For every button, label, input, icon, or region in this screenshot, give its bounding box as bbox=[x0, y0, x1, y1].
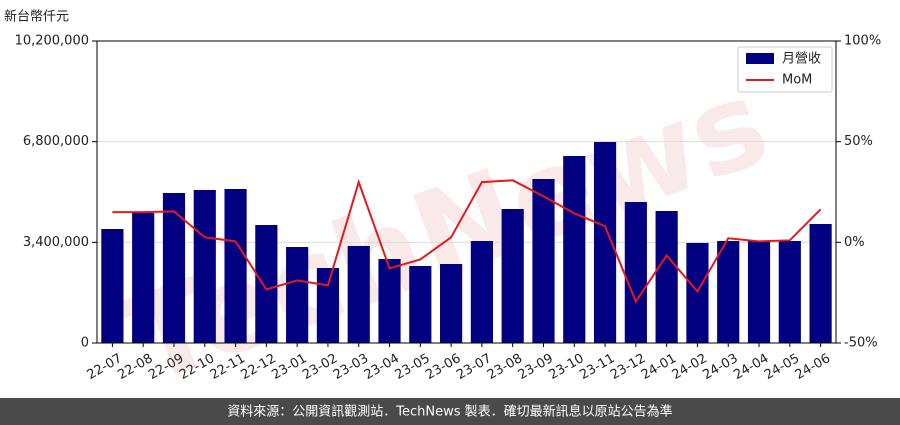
bar bbox=[132, 213, 155, 343]
plot-frame bbox=[96, 40, 837, 344]
bar bbox=[224, 189, 247, 343]
bar bbox=[193, 189, 216, 343]
legend-label: 月營收 bbox=[782, 52, 821, 67]
bar bbox=[255, 225, 278, 343]
bar bbox=[747, 241, 771, 343]
y-tick-label: 10,200,000 bbox=[15, 34, 89, 49]
bar bbox=[593, 141, 617, 343]
bar bbox=[563, 155, 586, 343]
bar bbox=[624, 202, 647, 343]
y-tick-label: 3,400,000 bbox=[23, 235, 89, 250]
y2-tick-label: 0% bbox=[844, 235, 865, 250]
bar bbox=[470, 241, 493, 343]
line bbox=[112, 178, 822, 304]
y-tick-label: 6,800,000 bbox=[23, 134, 89, 149]
y2-tick-label: -50% bbox=[844, 336, 878, 351]
bar bbox=[286, 247, 309, 343]
y2-tick-label: 50% bbox=[844, 134, 873, 149]
y-tick-label: 0 bbox=[81, 336, 89, 351]
footer-band bbox=[0, 398, 900, 425]
bar bbox=[501, 208, 524, 343]
y2-tick-label: 100% bbox=[844, 34, 881, 49]
bar bbox=[347, 246, 370, 343]
bar bbox=[378, 259, 401, 343]
legend-label: MoM bbox=[782, 73, 812, 88]
y-axis-label: 新台幣仟元 bbox=[4, 9, 69, 25]
bar bbox=[778, 241, 801, 343]
bar bbox=[162, 193, 186, 343]
bar bbox=[655, 211, 678, 343]
bar bbox=[717, 241, 740, 343]
legend-swatch bbox=[746, 53, 774, 64]
bar bbox=[809, 224, 832, 343]
footer-text: 資料來源：公開資訊觀測站．TechNews 製表．確切最新訊息以原站公告為準 bbox=[227, 404, 672, 420]
bar bbox=[101, 229, 124, 343]
bar bbox=[532, 179, 555, 343]
bar bbox=[316, 268, 340, 343]
bar bbox=[440, 264, 463, 343]
bar bbox=[409, 265, 432, 343]
